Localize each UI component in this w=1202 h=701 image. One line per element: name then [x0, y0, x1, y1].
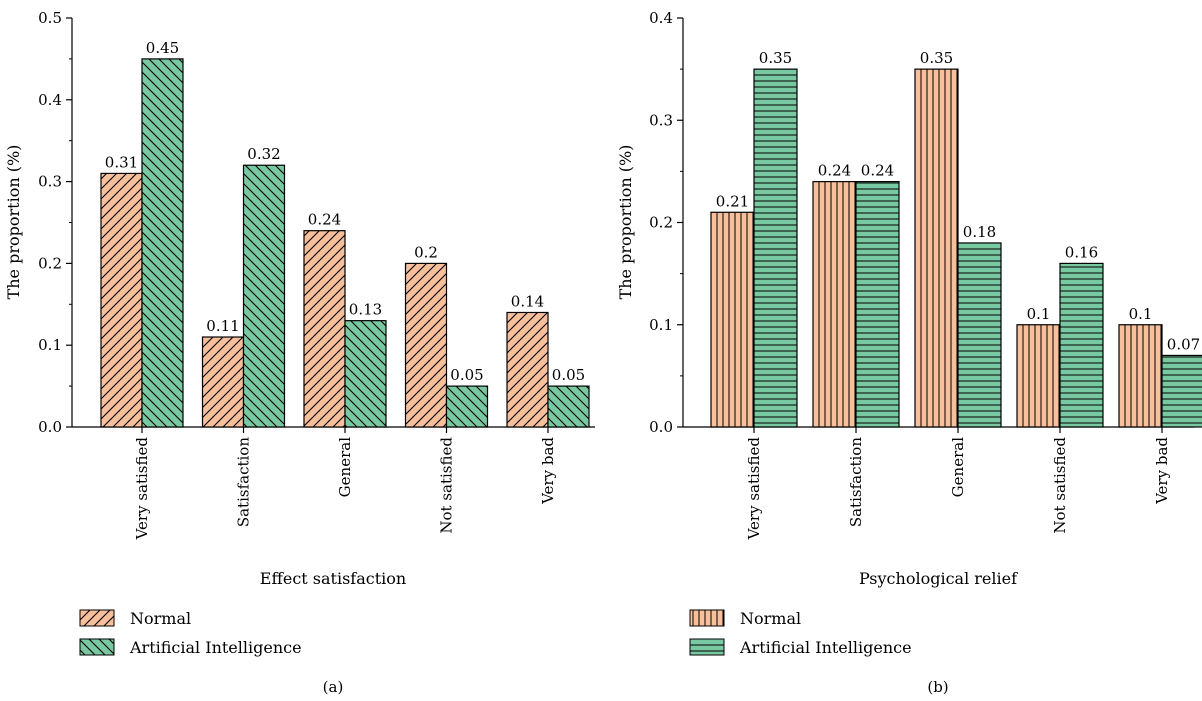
bar-normal: [1118, 324, 1163, 428]
value-label: 0.45: [146, 39, 179, 57]
y-tick-label: 0.5: [38, 9, 62, 27]
value-label: 0.32: [247, 145, 280, 163]
value-label: 0.24: [818, 162, 851, 180]
y-tick-label: 0.2: [38, 254, 62, 272]
x-tick-label: Satisfaction: [235, 437, 253, 527]
bar-normal: [914, 68, 959, 428]
x-ticks: Very satisfied Satisfaction General Not sat…: [745, 427, 1171, 540]
legend-label-normal: Normal: [740, 609, 801, 628]
chart-panel-a: 0.0 0.1 0.2 0.3 0.4 0.5 Very satisfied Satisfa…: [4, 9, 595, 696]
legend-label-ai: Artificial Intelligence: [739, 638, 912, 657]
legend-label-ai: Artificial Intelligence: [129, 638, 302, 657]
legend-swatch-ai: [689, 638, 725, 656]
bar-ai: [344, 320, 387, 428]
value-label: 0.1: [1027, 305, 1051, 323]
y-axis-title: The proportion (%): [616, 145, 635, 300]
value-label: 0.11: [206, 317, 239, 335]
bar-normal: [812, 181, 857, 428]
legend: Normal Artificial Intelligence: [689, 609, 912, 657]
bar-normal: [1016, 324, 1061, 428]
x-axis-title: Psychological relief: [859, 569, 1018, 588]
y-tick-label: 0.3: [38, 173, 62, 191]
x-tick-label: Very bad: [539, 437, 557, 505]
x-tick-label: Satisfaction: [847, 437, 865, 527]
bar-ai: [141, 58, 184, 428]
y-tick-label: 0.0: [38, 418, 62, 436]
x-tick-label: Not satisfied: [1051, 437, 1069, 534]
bar-ai: [753, 68, 798, 428]
y-axis-title: The proportion (%): [4, 145, 23, 300]
bar-ai: [445, 385, 489, 428]
bar-ai: [242, 164, 286, 428]
bar-normal: [303, 230, 346, 428]
bar-ai: [957, 242, 1002, 428]
value-label: 0.35: [920, 49, 953, 67]
panel-label: (b): [927, 678, 948, 696]
x-axis-title: Effect satisfaction: [260, 569, 406, 588]
value-label: 0.05: [552, 366, 585, 384]
y-tick-label: 0.1: [649, 316, 673, 334]
value-label: 0.1: [1129, 305, 1153, 323]
value-labels: 0.31 0.45 0.11 0.32 0.24 0.13 0.2 0.05 0.14 0.05: [105, 39, 585, 384]
value-labels: 0.21 0.35 0.24 0.24 0.35 0.18 0.1 0.16 0.1 0.07: [716, 49, 1200, 353]
legend: Normal Artificial Intelligence: [79, 609, 302, 657]
bar-ai: [1161, 354, 1202, 428]
x-ticks: Very satisfied Satisfaction General Not sat…: [133, 427, 557, 540]
x-tick-label: General: [949, 437, 967, 498]
value-label: 0.2: [414, 243, 438, 261]
legend-swatch-ai: [79, 638, 115, 656]
value-label: 0.14: [511, 292, 544, 310]
bar-ai: [855, 181, 900, 428]
y-tick-label: 0.1: [38, 336, 62, 354]
y-tick-label: 0.4: [649, 9, 673, 27]
value-label: 0.07: [1167, 335, 1200, 353]
legend-swatch-normal: [79, 609, 115, 627]
y-tick-label: 0.2: [649, 214, 673, 232]
value-label: 0.24: [861, 162, 894, 180]
value-label: 0.05: [450, 366, 483, 384]
x-tick-label: Very satisfied: [745, 437, 763, 541]
y-tick-label: 0.4: [38, 91, 62, 109]
value-label: 0.21: [716, 192, 749, 210]
value-label: 0.13: [349, 301, 382, 319]
value-label: 0.18: [963, 223, 996, 241]
bar-normal: [710, 211, 755, 428]
bar-normal: [100, 172, 143, 428]
legend-label-normal: Normal: [130, 609, 191, 628]
x-tick-label: Not satisfied: [438, 437, 456, 534]
value-label: 0.16: [1065, 243, 1098, 261]
y-ticks: 0.0 0.1 0.2 0.3 0.4 0.5: [38, 9, 72, 436]
bars: [710, 68, 1202, 428]
y-tick-label: 0.3: [649, 111, 673, 129]
x-tick-label: General: [336, 437, 354, 498]
x-tick-label: Very satisfied: [133, 437, 151, 541]
bar-normal: [404, 262, 448, 428]
value-label: 0.35: [759, 49, 792, 67]
x-tick-label: Very bad: [1153, 437, 1171, 505]
bar-normal: [506, 311, 549, 428]
bar-ai: [1059, 262, 1104, 428]
y-tick-label: 0.0: [649, 418, 673, 436]
value-label: 0.24: [308, 211, 341, 229]
panel-label: (a): [323, 678, 344, 696]
chart-panel-b: 0.0 0.1 0.2 0.3 0.4 Very satisfied Satisfacti…: [616, 9, 1202, 696]
bar-normal: [201, 336, 245, 428]
bars: [100, 58, 590, 428]
y-ticks: 0.0 0.1 0.2 0.3 0.4: [649, 9, 683, 436]
value-label: 0.31: [105, 153, 138, 171]
bar-ai: [547, 385, 590, 428]
legend-swatch-normal: [689, 609, 725, 627]
